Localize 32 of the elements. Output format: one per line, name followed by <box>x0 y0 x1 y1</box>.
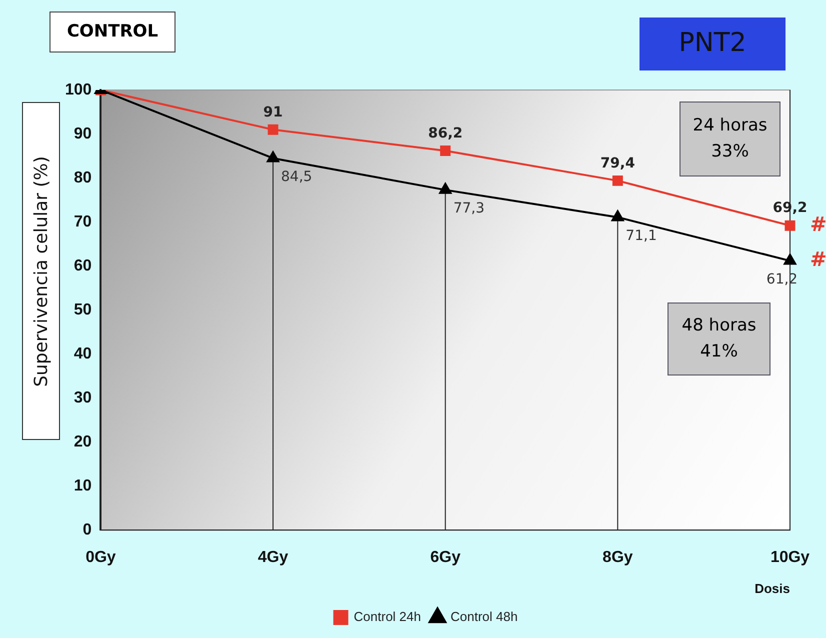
data-label: 79,4 <box>600 155 636 172</box>
annotation: 48 horas 41% <box>682 315 756 362</box>
y-tick-label: 20 <box>74 434 92 451</box>
y-tick-label: 100 <box>64 81 92 98</box>
legend-label: Control 48h <box>450 609 518 624</box>
y-tick-label: 90 <box>74 125 92 142</box>
y-tick-label: 70 <box>74 213 92 230</box>
annotation: # <box>810 212 826 236</box>
y-tick-label: 80 <box>74 169 92 186</box>
y-axis-title: Supervivencia celular (%) <box>30 156 52 386</box>
data-label: 84,5 <box>281 168 312 185</box>
y-tick-label: 40 <box>74 346 92 363</box>
x-tick-label: 4Gy <box>258 549 288 566</box>
y-tick-label: 30 <box>74 390 92 407</box>
text: CONTROL <box>66 21 158 42</box>
data-label: 71,1 <box>626 228 657 244</box>
annotation: 24 horas 33% <box>692 115 768 162</box>
y-tick-label: 10 <box>74 478 92 495</box>
x-tick-label: 8Gy <box>602 549 633 566</box>
x-tick-label: 6Gy <box>430 549 461 566</box>
x-tick-label: 10Gy <box>770 549 810 566</box>
y-tick-label: 0 <box>82 522 92 539</box>
annotation: # <box>810 247 826 271</box>
y-tick-label: 50 <box>74 302 92 319</box>
y-tick-label: 60 <box>74 257 92 274</box>
data-label: 77,3 <box>453 200 485 217</box>
x-axis-title: Dosis <box>754 580 790 596</box>
x-tick-label: 0Gy <box>86 549 116 566</box>
legend-label: Control 24h <box>354 609 422 624</box>
text: PNT2 <box>678 28 746 58</box>
data-label: 91 <box>263 104 283 120</box>
data-label: 86,2 <box>428 125 463 142</box>
